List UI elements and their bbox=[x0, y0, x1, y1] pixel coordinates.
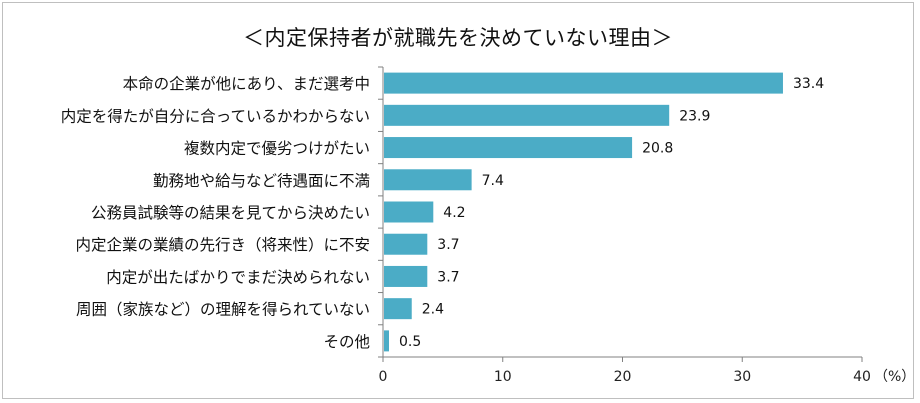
value-label: 0.5 bbox=[399, 334, 421, 350]
value-label: 3.7 bbox=[437, 237, 459, 253]
x-axis-unit-label: （%） bbox=[874, 369, 915, 385]
chart-title: ＜内定保持者が就職先を決めていない理由＞ bbox=[243, 26, 673, 50]
value-label: 2.4 bbox=[422, 302, 444, 318]
category-label: 複数内定で優劣つけがたい bbox=[184, 140, 370, 158]
bars-layer bbox=[384, 72, 783, 352]
value-label: 3.7 bbox=[437, 269, 459, 285]
category-label: 公務員試験等の結果を見てから決めたい bbox=[91, 204, 370, 222]
bar bbox=[384, 137, 633, 159]
axis-layer: 0 10 20 30 40 （%） bbox=[378, 66, 915, 385]
x-tick-label: 10 bbox=[494, 369, 512, 385]
bar bbox=[384, 201, 434, 223]
bar bbox=[384, 265, 428, 287]
category-label: 内定を得たが自分に合っているかわからない bbox=[61, 107, 370, 125]
chart-frame bbox=[2, 2, 914, 399]
x-tick-label: 20 bbox=[614, 369, 632, 385]
category-label: 勤務地や給与など待遇面に不満 bbox=[153, 172, 370, 190]
x-tick-label: 30 bbox=[733, 369, 751, 385]
bar bbox=[384, 104, 670, 126]
x-tick-label: 40 bbox=[853, 369, 871, 385]
labels-layer: 本命の企業が他にあり、まだ選考中 33.4 内定を得たが自分に合っているかわからない… bbox=[61, 75, 824, 351]
x-tick-label: 0 bbox=[379, 369, 388, 385]
category-label: その他 bbox=[323, 333, 370, 351]
category-label: 本命の企業が他にあり、まだ選考中 bbox=[123, 75, 370, 93]
value-label: 7.4 bbox=[482, 173, 504, 189]
bar bbox=[384, 169, 472, 191]
category-label: 内定企業の業績の先行き（将来性）に不安 bbox=[75, 236, 370, 254]
value-label: 20.8 bbox=[642, 141, 673, 157]
value-label: 33.4 bbox=[793, 76, 824, 92]
bar bbox=[384, 330, 389, 352]
category-label: 周囲（家族など）の理解を得られていない bbox=[76, 301, 370, 319]
bar bbox=[384, 233, 428, 255]
bar bbox=[384, 72, 783, 94]
category-label: 内定が出たばかりでまだ決められない bbox=[106, 268, 370, 286]
value-label: 23.9 bbox=[679, 108, 710, 124]
value-label: 4.2 bbox=[443, 205, 465, 221]
bar bbox=[384, 298, 412, 320]
